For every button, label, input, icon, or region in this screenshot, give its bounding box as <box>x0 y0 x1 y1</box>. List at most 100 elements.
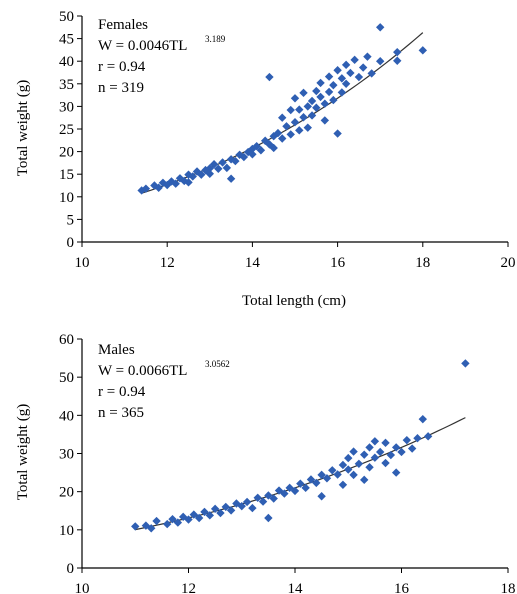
females-data-point <box>329 95 338 105</box>
females-data-point <box>393 56 402 65</box>
females-y-tick-label: 25 <box>59 122 74 138</box>
females-r-value: r = 0.94 <box>98 59 146 75</box>
females-y-tick-label: 40 <box>59 54 74 70</box>
females-data-point <box>282 122 291 131</box>
males-y-axis-label: Total weight (g) <box>15 404 31 500</box>
females-data-point <box>214 164 223 173</box>
males-data-point <box>397 447 406 457</box>
females-y-tick-label: 50 <box>59 9 74 25</box>
males-data-point <box>402 435 412 445</box>
males-y-tick-label: 0 <box>67 561 75 577</box>
females-data-point <box>226 174 236 183</box>
females-data-point <box>269 143 278 153</box>
males-x-tick-label: 14 <box>288 581 304 594</box>
females-data-point <box>248 150 257 159</box>
males-data-point <box>328 466 337 475</box>
females-y-tick-label: 5 <box>67 212 75 228</box>
males-data-point <box>344 465 353 474</box>
males-data-point <box>200 507 209 517</box>
females-data-point <box>184 170 193 179</box>
males-data-point <box>365 443 374 452</box>
females-equation-base: W = 0.0046TL <box>98 38 187 54</box>
females-data-point <box>290 94 300 103</box>
males-y-tick-label: 10 <box>59 523 74 539</box>
males-x-tick-label: 18 <box>501 581 516 594</box>
females-group-label: Females <box>98 17 148 33</box>
females-x-tick-label: 20 <box>501 255 516 271</box>
males-equation-exponent: 3.0562 <box>205 359 230 369</box>
females-data-point <box>197 170 206 179</box>
females-data-point <box>303 123 312 132</box>
females-data-point <box>303 102 312 111</box>
males-data-point <box>248 503 257 513</box>
females-data-point <box>307 111 317 120</box>
females-data-point <box>286 105 295 115</box>
males-data-point <box>317 492 326 501</box>
females-data-point <box>248 144 257 154</box>
females-data-point <box>358 63 368 72</box>
females-data-point <box>286 130 295 139</box>
males-data-point <box>131 522 140 531</box>
females-data-point <box>337 88 347 97</box>
males-data-point <box>290 486 300 496</box>
females-x-tick-label: 16 <box>330 255 346 271</box>
males-data-point <box>312 478 321 488</box>
males-data-point <box>354 459 364 469</box>
males-data-point <box>338 480 348 489</box>
males-data-point <box>338 460 348 470</box>
females-y-tick-label: 45 <box>59 32 74 48</box>
males-data-point <box>381 458 390 468</box>
males-n-value: n = 365 <box>98 405 144 421</box>
females-data-point <box>295 126 304 135</box>
females-data-point <box>320 116 330 125</box>
males-y-tick-label: 60 <box>59 332 74 348</box>
males-y-tick-label: 20 <box>59 485 74 501</box>
females-y-tick-label: 15 <box>59 167 74 183</box>
males-data-point <box>258 497 268 506</box>
females-data-point <box>333 66 342 75</box>
females-data-point <box>324 87 334 97</box>
females-data-point <box>239 152 249 162</box>
females-axes: 0 5 10 15 20 25 30 35 40 45 50 10 12 14 16 18 20 <box>59 9 516 271</box>
females-x-axis-label: Total length (cm) <box>242 293 346 309</box>
females-data-point <box>312 86 321 96</box>
males-y-tick-label: 40 <box>59 408 74 424</box>
males-x-tick-label: 16 <box>394 581 410 594</box>
females-y-tick-label: 30 <box>59 99 74 115</box>
females-annotation: Females W = 0.0046TL 3.189 r = 0.94 n = … <box>98 17 226 96</box>
females-data-point <box>273 128 283 138</box>
males-data-point <box>264 513 273 523</box>
females-data-point <box>376 23 385 32</box>
males-points-layer <box>131 359 470 533</box>
females-data-point <box>265 72 274 82</box>
females-data-point <box>367 69 376 78</box>
males-data-point <box>306 475 316 484</box>
females-equation-exponent: 3.189 <box>205 34 226 44</box>
males-data-point <box>349 470 358 480</box>
males-data-point <box>210 504 220 514</box>
females-n-value: n = 319 <box>98 80 144 96</box>
males-data-point <box>237 501 246 511</box>
males-group-label: Males <box>98 342 135 358</box>
males-equation-base: W = 0.0066TL <box>98 363 187 379</box>
males-data-point <box>391 468 401 477</box>
males-data-point <box>152 516 161 526</box>
females-data-point <box>341 79 351 88</box>
males-data-point <box>418 414 427 424</box>
males-r-value: r = 0.94 <box>98 384 146 400</box>
males-data-point <box>423 432 433 441</box>
females-data-point <box>418 46 427 55</box>
females-y-tick-label: 10 <box>59 190 74 206</box>
males-panel: Total weight (g) Males W = 0.0066TL 3.05… <box>15 332 516 594</box>
males-data-point <box>370 437 380 446</box>
males-x-tick-label: 10 <box>75 581 90 594</box>
females-data-point <box>393 47 402 57</box>
females-data-point <box>337 74 347 83</box>
females-data-point <box>222 163 232 173</box>
females-x-tick-label: 10 <box>75 255 90 271</box>
males-data-point <box>280 489 289 498</box>
females-data-point <box>171 179 180 188</box>
males-data-point <box>216 508 225 518</box>
females-y-tick-label: 0 <box>67 235 75 251</box>
males-fit-curve-layer <box>135 417 466 531</box>
